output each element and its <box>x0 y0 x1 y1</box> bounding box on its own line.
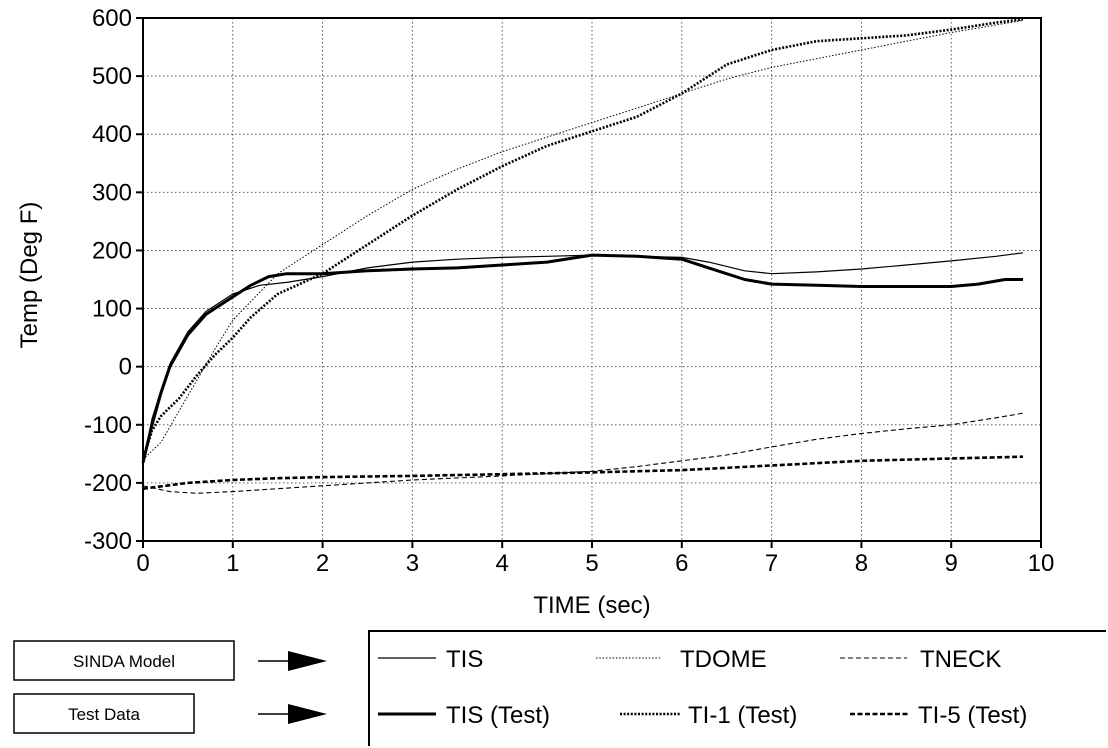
series-line-tis-test <box>141 253 1023 463</box>
x-tick-label: 4 <box>496 550 509 577</box>
y-tick-label: 100 <box>92 296 132 323</box>
x-axis-title: TIME (sec) <box>533 592 650 619</box>
test-data-box <box>13 693 195 734</box>
x-tick-label: 9 <box>945 550 958 577</box>
legend-item-ti1-test: TI-1 (Test) <box>620 702 797 729</box>
grid-lines <box>143 18 1041 541</box>
y-tick-label: -300 <box>84 528 132 555</box>
series-line-tdome <box>142 19 1024 460</box>
sinda-model-box <box>13 640 235 681</box>
y-tick-label: -100 <box>84 412 132 439</box>
svg-text:TNECK: TNECK <box>920 646 1001 673</box>
legend-item-ti5-test: TI-5 (Test) <box>850 702 1027 729</box>
x-tick-label: 3 <box>406 550 419 577</box>
test-arrow-icon <box>258 704 327 724</box>
y-tick-label: 300 <box>92 179 132 206</box>
legend-item-tis: TIS <box>378 646 483 673</box>
x-tick-label: 0 <box>136 550 149 577</box>
x-tick-label: 1 <box>226 550 239 577</box>
series-line-tis <box>142 252 1024 463</box>
svg-text:TIS (Test): TIS (Test) <box>446 702 550 729</box>
series-line-ti-1-test <box>141 17 1024 460</box>
y-tick-label: -200 <box>84 470 132 497</box>
model-arrow-icon <box>258 651 327 671</box>
y-tick-label: 0 <box>119 354 132 381</box>
y-tick-label: 500 <box>92 63 132 90</box>
x-tick-label: 6 <box>675 550 688 577</box>
y-axis-title: Temp (Deg F) <box>16 202 43 349</box>
y-tick-label: 400 <box>92 121 132 148</box>
svg-text:TIS: TIS <box>446 646 483 673</box>
sinda-model-label: SINDA Model <box>73 652 175 671</box>
series-line-tneck <box>142 412 1024 494</box>
svg-text:TI-5 (Test): TI-5 (Test) <box>918 702 1027 729</box>
series-line-ti-5-test <box>142 455 1024 490</box>
y-tick-label: 600 <box>92 5 132 32</box>
x-tick-label: 5 <box>585 550 598 577</box>
x-tick-label: 8 <box>855 550 868 577</box>
x-tick-label: 10 <box>1028 550 1055 577</box>
legend-box <box>368 630 1106 746</box>
series-lines <box>141 17 1024 494</box>
svg-text:TDOME: TDOME <box>680 646 767 673</box>
x-tick-label: 7 <box>765 550 778 577</box>
y-tick-label: 200 <box>92 237 132 264</box>
legend-item-tis-test: TIS (Test) <box>378 702 550 729</box>
tick-labels: 0 1 2 3 4 5 6 7 8 9 10 -300 -200 -100 0 100 200 300 400 500… <box>84 5 1054 577</box>
test-data-label: Test Data <box>68 705 140 724</box>
legend-item-tneck: TNECK <box>840 646 1001 673</box>
svg-text:TI-1 (Test): TI-1 (Test) <box>688 702 797 729</box>
x-tick-label: 2 <box>316 550 329 577</box>
axis-ticks <box>136 17 1042 548</box>
legend-item-tdome: TDOME <box>596 646 767 673</box>
